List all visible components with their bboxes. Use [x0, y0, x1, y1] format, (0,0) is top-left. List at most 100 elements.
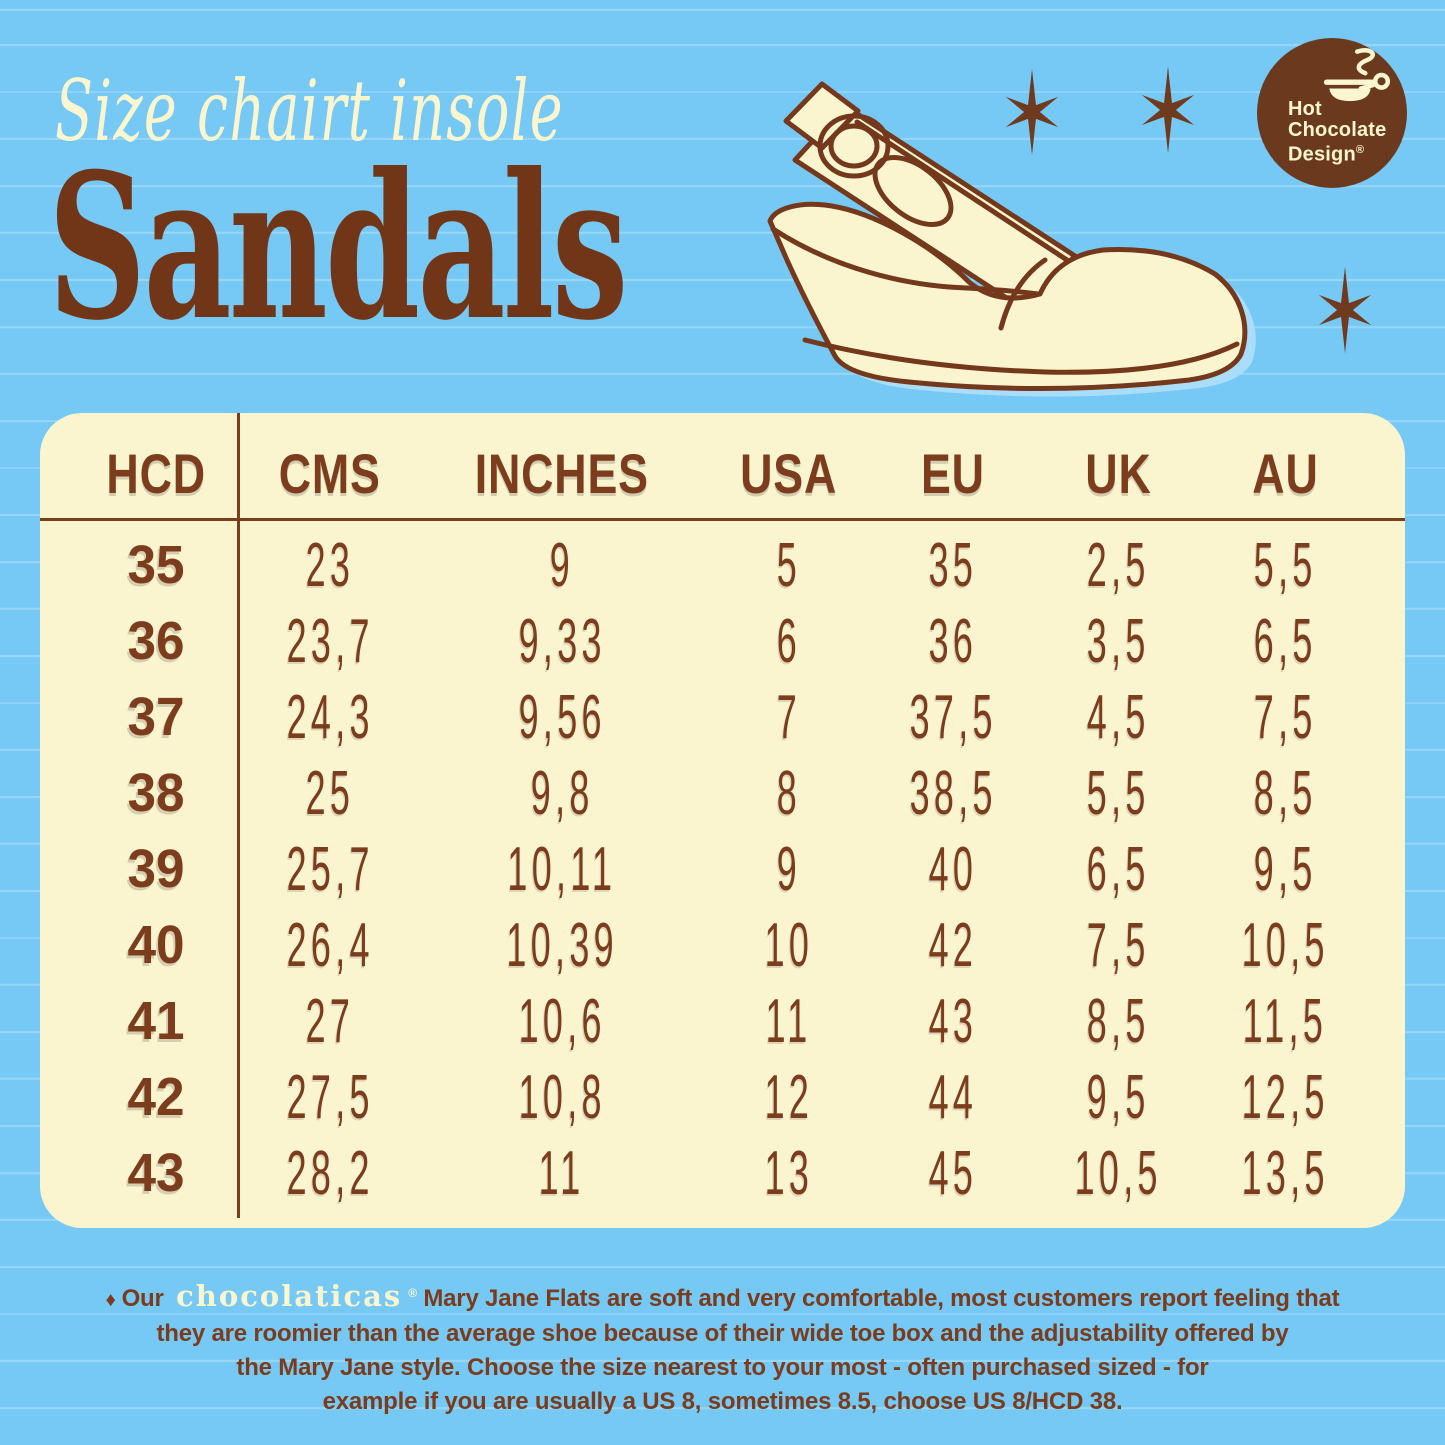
hcd-size-cell: 41: [127, 991, 186, 1051]
size-value-cell: 12: [764, 1062, 814, 1132]
table-row: 37 24,3 9,56 7 37,5 4,5 7,5: [40, 679, 1405, 755]
size-value-cell: 10,5: [1074, 1138, 1162, 1208]
size-value-cell: 44: [928, 1062, 978, 1132]
size-value-cell: 13: [764, 1138, 814, 1208]
size-value-cell: 6,5: [1086, 834, 1150, 904]
header-divider: [40, 518, 1405, 521]
size-value-cell: 6: [776, 606, 802, 676]
size-value-cell: 43: [928, 986, 978, 1056]
hcd-size-cell: 42: [127, 1067, 186, 1127]
hcd-size-cell: 37: [127, 687, 186, 747]
hcd-size-cell: 39: [127, 839, 186, 899]
size-value-cell: 45: [928, 1138, 978, 1208]
footer-line-2: they are roomier than the average shoe b…: [156, 1320, 1289, 1347]
table-row: 35 23 9 5 35 2,5 5,5: [40, 527, 1405, 603]
size-value-cell: 40: [928, 834, 978, 904]
size-value-cell: 5,5: [1086, 758, 1150, 828]
table-row: 41 27 10,6 11 43 8,5 11,5: [40, 983, 1405, 1059]
sandal-illustration: [767, 81, 1256, 397]
table-row: 39 25,7 10,11 9 40 6,5 9,5: [40, 831, 1405, 907]
hcd-size-cell: 36: [127, 611, 186, 671]
table-row: 42 27,5 10,8 12 44 9,5 12,5: [40, 1059, 1405, 1135]
script-subtitle: Size chairt insole: [55, 62, 564, 160]
footer-line-3: the Mary Jane style. Choose the size nea…: [236, 1354, 1209, 1381]
size-value-cell: 7,5: [1253, 682, 1317, 752]
size-value-cell: 25: [305, 758, 355, 828]
size-value-cell: 10: [764, 910, 814, 980]
logo-wordmark: Hot Chocolate Design®: [1288, 98, 1387, 166]
size-value-cell: 11: [539, 1138, 585, 1208]
footer-line-4: example if you are usually a US 8, somet…: [322, 1388, 1123, 1415]
size-value-cell: 28,2: [286, 1138, 374, 1208]
size-value-cell: 4,5: [1086, 682, 1150, 752]
size-value-cell: 27,5: [286, 1062, 374, 1132]
size-value-cell: 23: [305, 530, 355, 600]
hcd-size-cell: 40: [127, 915, 186, 975]
size-value-cell: 10,8: [518, 1062, 606, 1132]
size-value-cell: 7: [776, 682, 802, 752]
size-value-cell: 9,5: [1086, 1062, 1150, 1132]
size-value-cell: 38,5: [909, 758, 997, 828]
size-value-cell: 9,5: [1253, 834, 1317, 904]
diamond-bullet-icon: ♦: [105, 1289, 116, 1311]
column-header-hcd: HCD: [106, 442, 207, 505]
hcd-size-cell: 38: [127, 763, 186, 823]
size-value-cell: 8,5: [1086, 986, 1150, 1056]
column-header-au: AU: [1251, 442, 1319, 505]
size-value-cell: 9: [776, 834, 802, 904]
size-value-cell: 7,5: [1086, 910, 1150, 980]
column-header-uk: UK: [1084, 442, 1152, 505]
size-value-cell: 8,5: [1253, 758, 1317, 828]
size-value-cell: 9,8: [530, 758, 594, 828]
table-row: 43 28,2 11 13 45 10,5 13,5: [40, 1135, 1405, 1211]
six-point-star-icon: [1005, 68, 1059, 156]
size-value-cell: 12,5: [1241, 1062, 1329, 1132]
table-row: 38 25 9,8 8 38,5 5,5 8,5: [40, 755, 1405, 831]
size-value-cell: 26,4: [286, 910, 374, 980]
size-value-cell: 9,33: [518, 606, 606, 676]
size-value-cell: 24,3: [286, 682, 374, 752]
size-value-cell: 9,56: [518, 682, 606, 752]
page-title: Sandals: [48, 130, 628, 365]
column-header-usa: USA: [740, 442, 838, 505]
size-value-cell: 9: [549, 530, 575, 600]
size-value-cell: 11: [766, 986, 812, 1056]
size-value-cell: 13,5: [1241, 1138, 1329, 1208]
size-value-cell: 36: [928, 606, 978, 676]
cup-steam-icon: [1323, 48, 1391, 102]
size-value-cell: 25,7: [286, 834, 374, 904]
brand-name: chocolaticas: [176, 1279, 403, 1313]
size-value-cell: 10,5: [1241, 910, 1329, 980]
size-value-cell: 10,39: [506, 910, 618, 980]
size-value-cell: 10,11: [507, 834, 617, 904]
size-value-cell: 5: [776, 530, 802, 600]
size-value-cell: 11,5: [1242, 986, 1328, 1056]
size-value-cell: 5,5: [1253, 530, 1317, 600]
six-point-star-icon: [1318, 266, 1372, 354]
table-header-row: HCD CMS INCHES USA EU UK AU: [40, 413, 1405, 526]
size-value-cell: 8: [776, 758, 802, 828]
size-value-cell: 2,5: [1086, 530, 1150, 600]
size-value-cell: 3,5: [1086, 606, 1150, 676]
column-header-cms: CMS: [279, 442, 381, 505]
size-value-cell: 10,6: [518, 986, 606, 1056]
size-value-cell: 6,5: [1253, 606, 1317, 676]
hcd-size-cell: 35: [127, 535, 186, 595]
hot-chocolate-design-logo: Hot Chocolate Design®: [1257, 38, 1407, 188]
hcd-size-cell: 43: [127, 1143, 186, 1203]
footer-line-1: ♦ Our chocolaticas ® Mary Jane Flats are s…: [105, 1279, 1340, 1313]
size-value-cell: 23,7: [286, 606, 374, 676]
table-body: 35 23 9 5 35 2,5 5,5 36 23,7 9,33 6 36 3,5 6,5 37 24,3 9…: [40, 527, 1405, 1211]
column-header-eu: EU: [921, 442, 985, 505]
column-header-inches: INCHES: [474, 442, 650, 505]
size-value-cell: 27: [305, 986, 355, 1056]
size-table: HCD CMS INCHES USA EU UK AU 35 23 9 5 35 2,5 5,5 36 23…: [40, 413, 1405, 1228]
footer-note: ♦ Our chocolaticas ® Mary Jane Flats are s…: [0, 1276, 1445, 1419]
table-row: 40 26,4 10,39 10 42 7,5 10,5: [40, 907, 1405, 983]
column-divider: [237, 413, 240, 1218]
size-value-cell: 42: [928, 910, 978, 980]
size-value-cell: 37,5: [909, 682, 997, 752]
size-value-cell: 35: [928, 530, 978, 600]
table-row: 36 23,7 9,33 6 36 3,5 6,5: [40, 603, 1405, 679]
